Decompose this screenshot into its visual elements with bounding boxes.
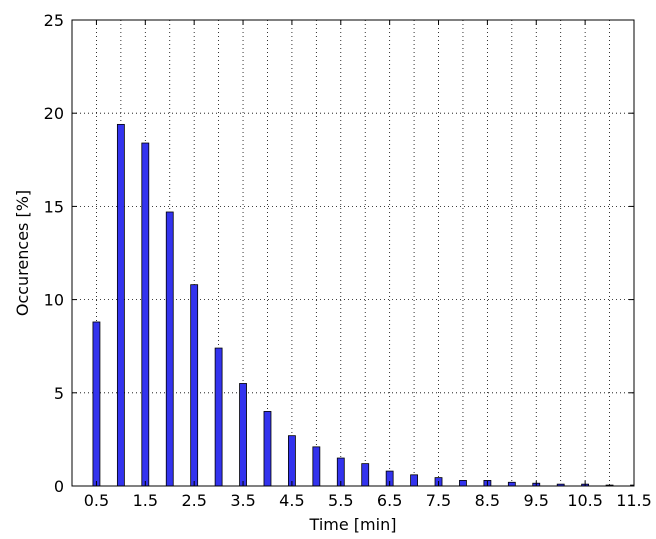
bar [92, 321, 101, 487]
x-tick-label: 5.5 [328, 491, 353, 510]
y-tick-labels: 0 5 10 15 20 25 [44, 11, 64, 496]
x-tick-label: 8.5 [475, 491, 500, 510]
plot-frame [71, 19, 635, 487]
y-axis-title: Occurences [%] [13, 190, 32, 316]
y-tick-label: 0 [54, 477, 64, 496]
bar [116, 123, 125, 487]
x-axis-title: Time [min] [309, 515, 397, 534]
x-tick-label: 7.5 [426, 491, 451, 510]
bar [214, 347, 223, 487]
bar [361, 463, 370, 487]
bar [165, 211, 174, 487]
bar [263, 411, 272, 487]
axis-ticks [72, 19, 635, 487]
x-tick-label: 11.5 [616, 491, 652, 510]
x-tick-label: 2.5 [181, 491, 206, 510]
y-tick-label: 5 [54, 384, 64, 403]
y-tick-label: 25 [44, 11, 64, 30]
bar [288, 435, 296, 487]
bar [312, 446, 321, 487]
x-tick-label: 6.5 [377, 491, 402, 510]
x-tick-label: 3.5 [230, 491, 255, 510]
x-tick-labels: 0.5 1.5 2.5 3.5 4.5 5.5 6.5 7.5 8.5 9.5 10.5 11.5 [84, 491, 652, 510]
bar [459, 480, 467, 487]
x-tick-label: 0.5 [84, 491, 109, 510]
bar [239, 383, 247, 487]
bar [410, 474, 418, 487]
bar [507, 481, 516, 487]
x-tick-label: 10.5 [567, 491, 603, 510]
y-tick-label: 20 [44, 104, 64, 123]
bar [141, 142, 150, 487]
y-tick-label: 10 [44, 291, 64, 310]
bar [190, 284, 199, 487]
x-tick-label: 1.5 [133, 491, 158, 510]
bars [92, 123, 635, 487]
y-tick-label: 15 [44, 197, 64, 216]
x-tick-label: 9.5 [524, 491, 549, 510]
grid-lines [72, 20, 634, 486]
x-tick-label: 4.5 [279, 491, 304, 510]
